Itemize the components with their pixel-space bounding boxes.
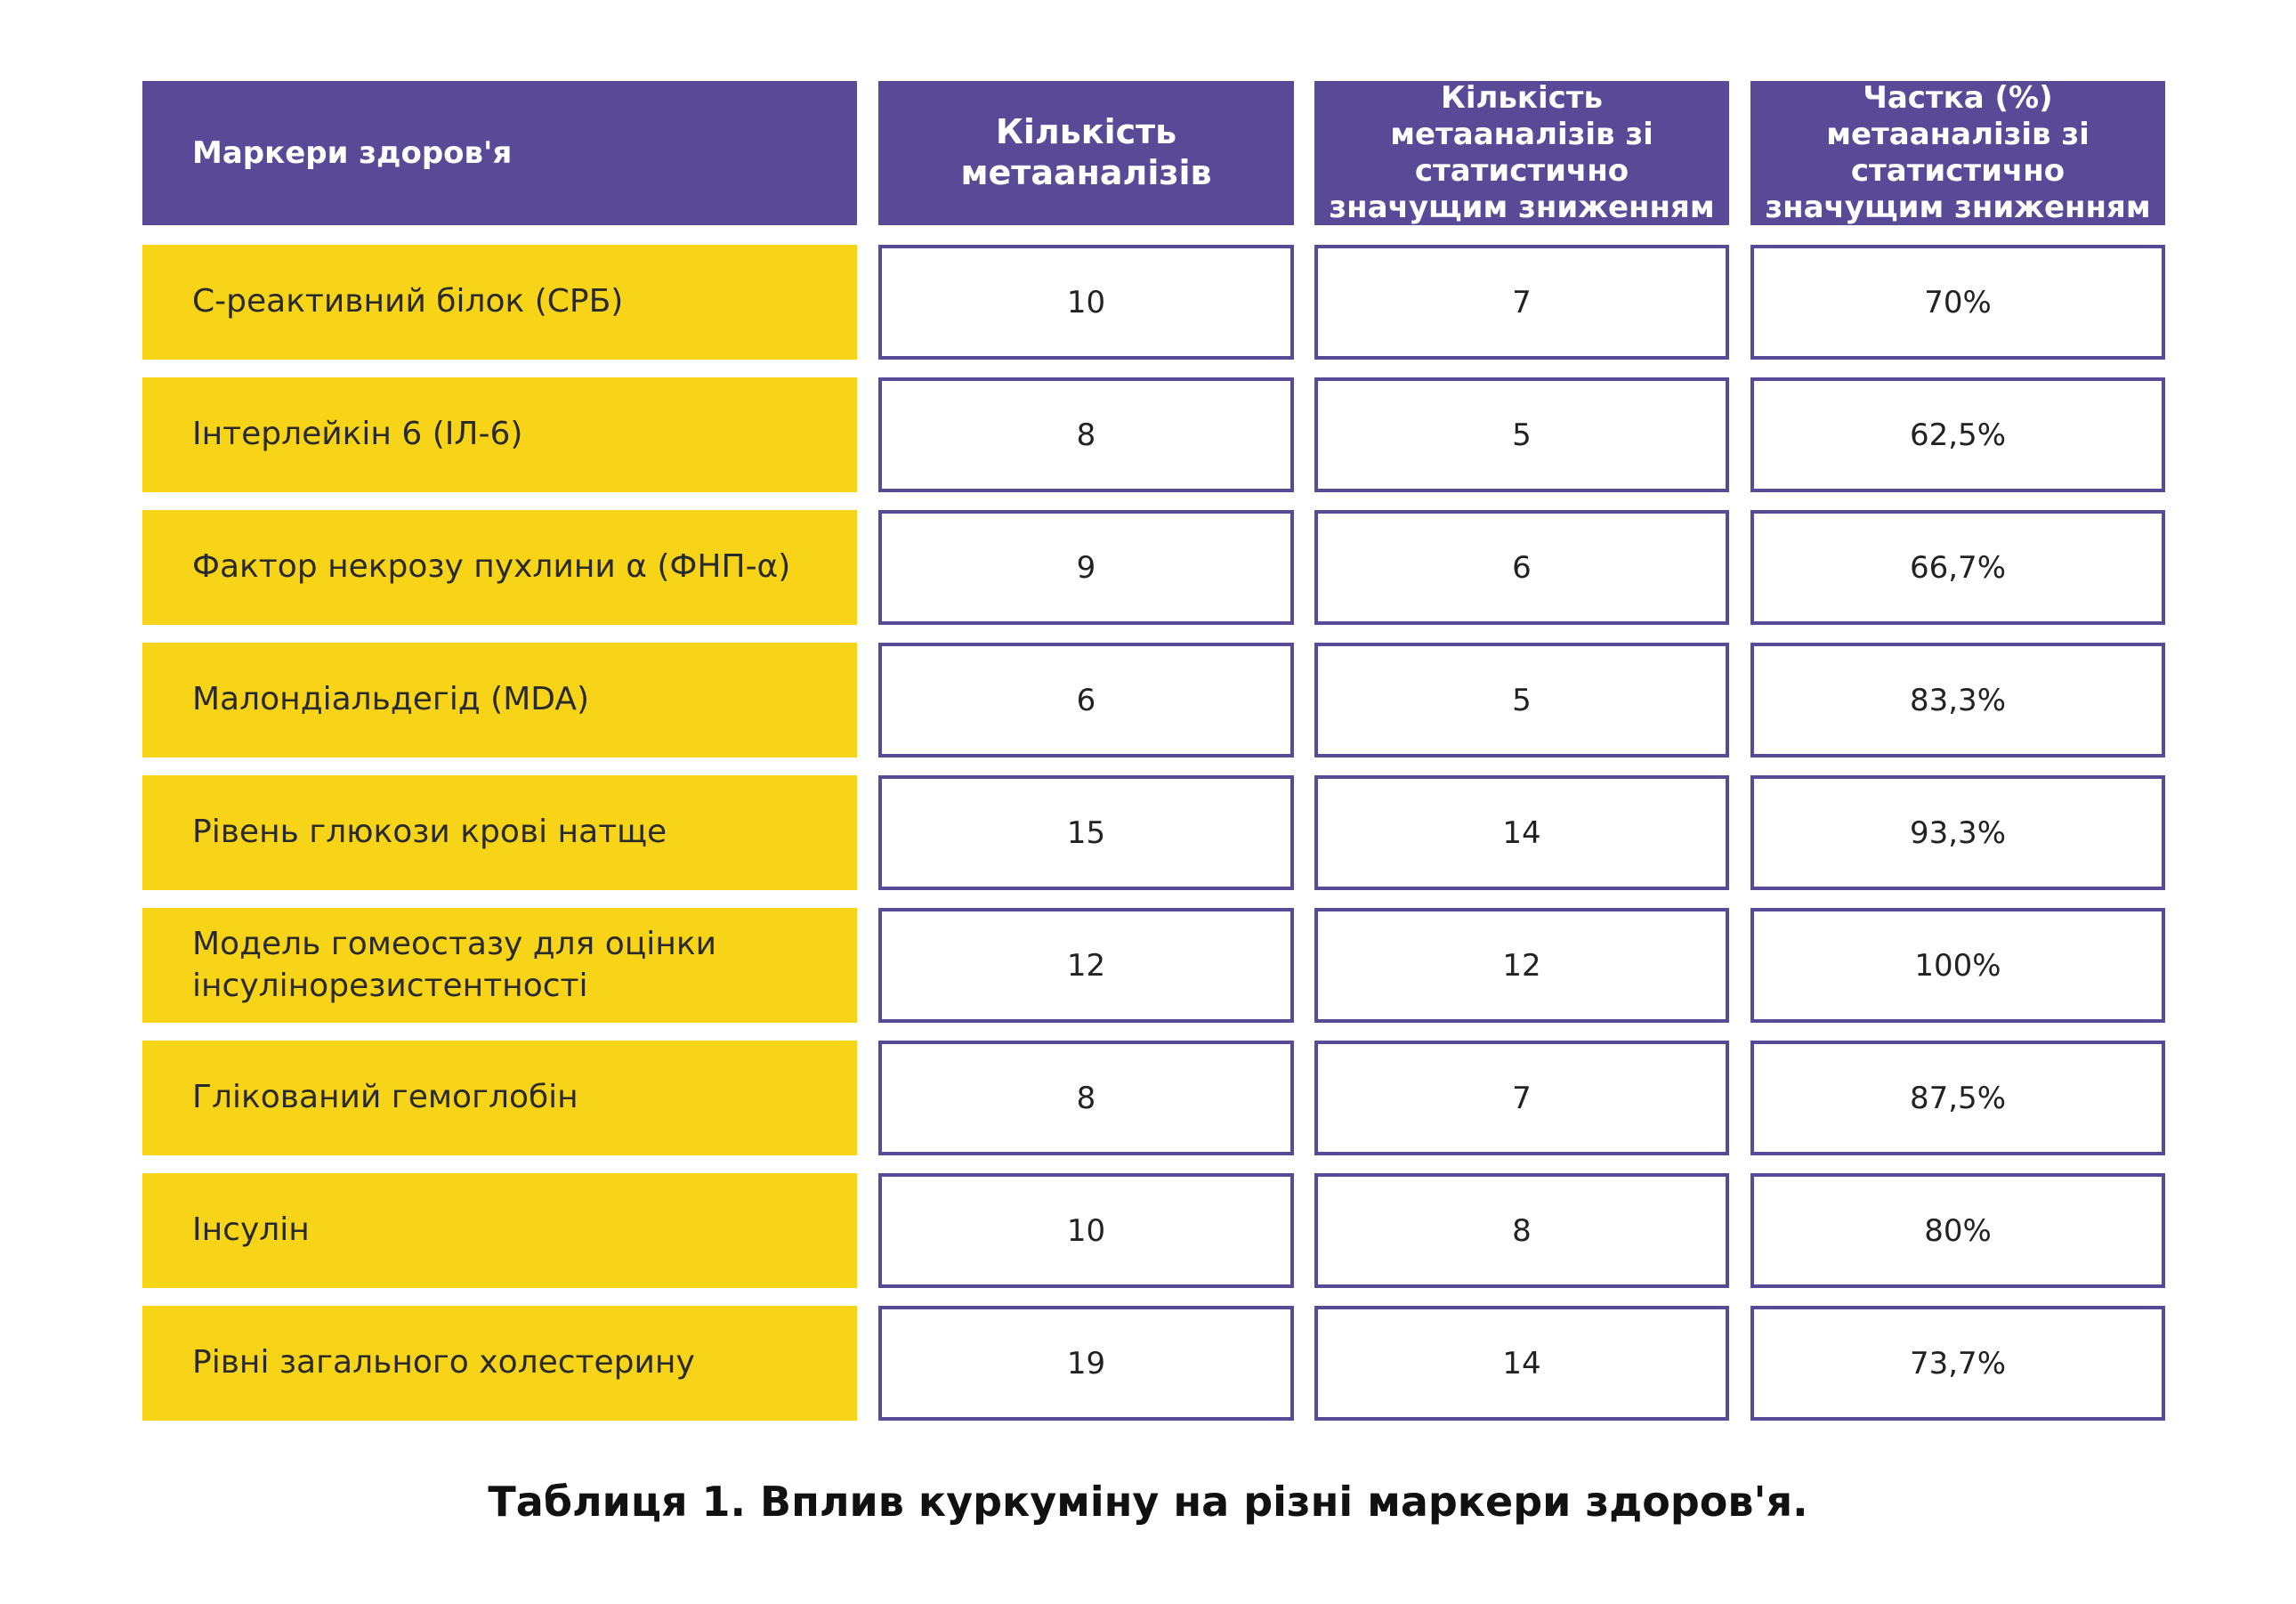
value-cell: 62,5% bbox=[1750, 377, 2165, 492]
value-cell: 5 bbox=[1314, 377, 1729, 492]
value-cell: 8 bbox=[878, 377, 1294, 492]
value-cell: 12 bbox=[1314, 908, 1729, 1023]
value-cell: 14 bbox=[1314, 1306, 1729, 1421]
value-cell: 83,3% bbox=[1750, 643, 2165, 757]
value-cell: 100% bbox=[1750, 908, 2165, 1023]
value-cell: 7 bbox=[1314, 1041, 1729, 1155]
header-cell: Кількість метааналізів bbox=[878, 81, 1294, 225]
value-cell: 80% bbox=[1750, 1173, 2165, 1288]
value-cell: 66,7% bbox=[1750, 510, 2165, 625]
value-cell: 93,3% bbox=[1750, 775, 2165, 890]
row-label: Інсулін bbox=[142, 1173, 857, 1288]
row-label: Малондіальдегід (MDA) bbox=[142, 643, 857, 757]
value-cell: 73,7% bbox=[1750, 1306, 2165, 1421]
value-cell: 6 bbox=[1314, 510, 1729, 625]
row-label: Рівні загального холестерину bbox=[142, 1306, 857, 1421]
value-cell: 9 bbox=[878, 510, 1294, 625]
header-cell: Частка (%) метааналізів зі статистично з… bbox=[1750, 80, 2165, 225]
row-label: Рівень глюкози крові натще bbox=[142, 775, 857, 890]
header-cell: Маркери здоров'я bbox=[142, 81, 857, 225]
value-cell: 8 bbox=[878, 1041, 1294, 1155]
value-cell: 8 bbox=[1314, 1173, 1729, 1288]
header-cell: Кількість метааналізів зі статистично зн… bbox=[1314, 80, 1729, 225]
row-label: Інтерлейкін 6 (ІЛ-6) bbox=[142, 377, 857, 492]
row-label: Глікований гемоглобін bbox=[142, 1041, 857, 1155]
value-cell: 10 bbox=[878, 245, 1294, 360]
value-cell: 87,5% bbox=[1750, 1041, 2165, 1155]
value-cell: 70% bbox=[1750, 245, 2165, 360]
row-label: Модель гомеостазу для оцінки інсулінорез… bbox=[142, 908, 857, 1023]
row-label: С-реактивний білок (СРБ) bbox=[142, 245, 857, 360]
value-cell: 7 bbox=[1314, 245, 1729, 360]
value-cell: 12 bbox=[878, 908, 1294, 1023]
row-label: Фактор некрозу пухлини α (ФНП-α) bbox=[142, 510, 857, 625]
value-cell: 19 bbox=[878, 1306, 1294, 1421]
value-cell: 6 bbox=[878, 643, 1294, 757]
value-cell: 5 bbox=[1314, 643, 1729, 757]
caption: Таблиця 1. Вплив куркуміну на різні марк… bbox=[488, 1478, 1808, 1526]
value-cell: 15 bbox=[878, 775, 1294, 890]
value-cell: 10 bbox=[878, 1173, 1294, 1288]
value-cell: 14 bbox=[1314, 775, 1729, 890]
